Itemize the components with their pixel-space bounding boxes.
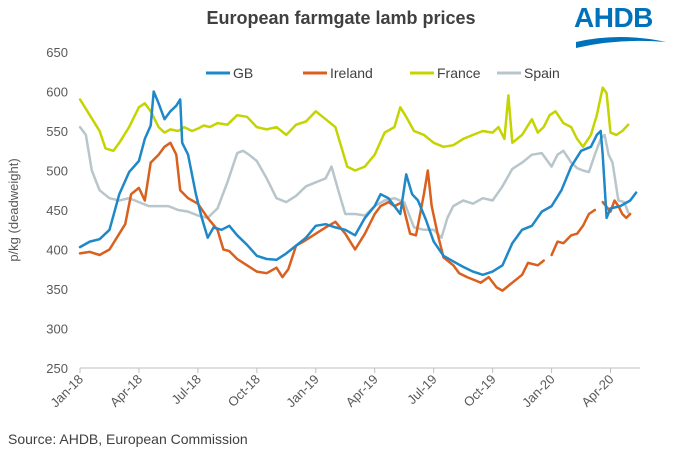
ahdb-logo: AHDB (574, 2, 670, 52)
x-tick-label: Jan-19 (283, 372, 322, 411)
y-tick-label: 350 (46, 282, 68, 297)
x-tick-label: Jan-18 (47, 372, 86, 411)
logo-swoosh-icon (576, 37, 666, 48)
series-group (78, 86, 638, 292)
x-tick-label: Apr-20 (578, 372, 616, 410)
x-tick-label: Jul-18 (168, 372, 204, 408)
series-line-gb (78, 90, 638, 277)
legend-label-spain: Spain (524, 65, 560, 81)
legend: GB Ireland France Spain (206, 65, 560, 81)
legend-label-gb: GB (233, 65, 253, 81)
y-tick-label: 500 (46, 164, 68, 179)
chart-title: European farmgate lamb prices (206, 8, 476, 28)
x-axis: Jan-18 Apr-18 Jul-18 Oct-18 Jan-19 Apr-19 Jul-… (47, 367, 640, 411)
legend-label-ireland: Ireland (330, 65, 373, 81)
y-tick-label: 250 (46, 361, 68, 376)
legend-label-france: France (437, 65, 481, 81)
y-tick-label: 400 (46, 243, 68, 258)
series-line-france (78, 86, 630, 172)
x-tick-label: Apr-18 (107, 372, 145, 410)
y-axis: 250 300 350 400 450 500 550 600 650 (46, 45, 68, 376)
x-tick-label: Jul-19 (404, 372, 440, 408)
series-line-spain (78, 125, 630, 239)
x-tick-label: Jan-20 (519, 372, 558, 411)
x-tick-label: Apr-19 (343, 372, 381, 410)
series-line-ireland (78, 141, 545, 292)
x-tick-label: Oct-19 (461, 372, 499, 410)
y-tick-label: 650 (46, 45, 68, 60)
y-tick-label: 550 (46, 124, 68, 139)
x-tick-label: Oct-18 (225, 372, 263, 410)
y-tick-label: 450 (46, 203, 68, 218)
y-axis-label: p/kg (deadweight) (6, 158, 21, 261)
y-tick-label: 600 (46, 85, 68, 100)
logo-text: AHDB (574, 2, 653, 33)
series-line-ireland (550, 208, 597, 257)
source-note: Source: AHDB, European Commission (8, 431, 248, 447)
y-tick-label: 300 (46, 322, 68, 337)
